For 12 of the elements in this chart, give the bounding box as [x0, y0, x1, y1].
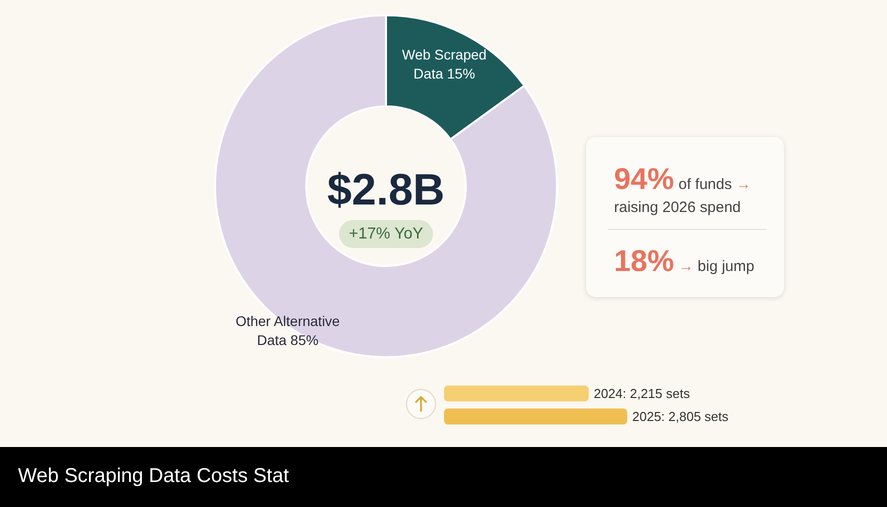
text: 94%: [614, 163, 674, 196]
slice-label: Other Alternative Data 85%: [236, 313, 340, 348]
text: $2.8B: [327, 166, 445, 214]
slice-label: Web Scraped Data 15%: [402, 46, 487, 82]
text: 18%: [614, 245, 674, 278]
text: +17% YoY: [348, 226, 424, 242]
data-label: 2024: 2,215 sets: [594, 386, 690, 401]
text: of funds →: [678, 176, 752, 193]
text: → big jump: [678, 258, 754, 275]
text: raising 2026 spend: [614, 199, 741, 216]
text: Web Scraping Data Costs Stat: [0, 447, 887, 507]
data-label: 2025: 2,805 sets: [632, 409, 729, 424]
